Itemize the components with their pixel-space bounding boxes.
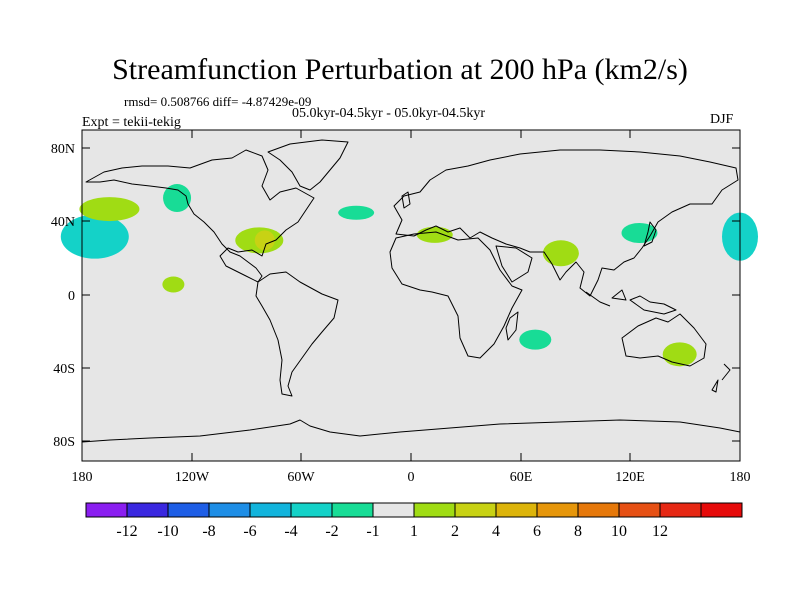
colorbar-swatch bbox=[413, 502, 456, 518]
colorbar-swatch bbox=[331, 502, 374, 518]
stats-label: rmsd= 0.508766 diff= -4.87429e-09 bbox=[124, 94, 312, 109]
coast-japan bbox=[643, 221, 657, 247]
colorbar-swatch bbox=[85, 502, 128, 518]
colorbar-label: -1 bbox=[366, 523, 379, 540]
coast-arabia bbox=[495, 245, 533, 283]
anomaly-blob bbox=[519, 329, 552, 350]
plot-title: Streamfunction Perturbation at 200 hPa (… bbox=[112, 53, 688, 86]
colorbar-label: 10 bbox=[611, 523, 627, 540]
coast-eurasia bbox=[393, 149, 739, 297]
coastlines bbox=[81, 139, 741, 443]
anomaly-blob bbox=[662, 342, 697, 367]
colorbar-label: -2 bbox=[325, 523, 338, 540]
coast-north-america bbox=[85, 149, 315, 283]
coast-antarctica bbox=[81, 419, 741, 443]
colorbar-swatch bbox=[126, 502, 169, 518]
colorbar-label: -6 bbox=[243, 523, 256, 540]
lon-label: 120W bbox=[175, 470, 210, 485]
colorbar-label: 1 bbox=[410, 523, 418, 540]
lon-label: 60E bbox=[510, 470, 533, 485]
anomaly-blob bbox=[162, 276, 185, 293]
colorbar-label: 2 bbox=[451, 523, 459, 540]
lon-label: 60W bbox=[287, 470, 315, 485]
colorbar-swatch bbox=[700, 502, 743, 518]
lat-label: 40S bbox=[53, 362, 75, 377]
lon-label: 180 bbox=[72, 470, 93, 485]
axis-ticks bbox=[81, 130, 741, 461]
coast-new-zealand bbox=[711, 363, 731, 393]
colorbar-swatch bbox=[167, 502, 210, 518]
colorbar-labels: -12 -10 -8 -6 -4 -2 -1 1 2 4 6 8 10 12 bbox=[116, 523, 668, 540]
colorbar-swatch bbox=[577, 502, 620, 518]
lat-label: 0 bbox=[68, 289, 75, 304]
experiment-label: Expt = tekii-tekig bbox=[82, 115, 181, 130]
coast-british-isles bbox=[401, 191, 411, 209]
colorbar-label: 12 bbox=[652, 523, 668, 540]
lat-label: 80S bbox=[53, 435, 75, 450]
latitude-labels: 80N 40N 0 40S 80S bbox=[51, 142, 75, 450]
colorbar-label: -8 bbox=[202, 523, 215, 540]
coast-madagascar bbox=[505, 311, 519, 341]
colorbar bbox=[85, 502, 743, 518]
colorbar-label: -12 bbox=[116, 523, 137, 540]
lon-label: 0 bbox=[408, 470, 415, 485]
colorbar-swatch bbox=[454, 502, 497, 518]
anomaly-blob bbox=[542, 240, 579, 267]
anomaly-blob bbox=[79, 197, 140, 222]
lat-label: 80N bbox=[51, 142, 75, 157]
colorbar-label: -10 bbox=[157, 523, 178, 540]
colorbar-swatch bbox=[290, 502, 333, 518]
colorbar-swatch bbox=[249, 502, 292, 518]
coast-africa bbox=[389, 231, 523, 359]
anomaly-blob bbox=[338, 205, 375, 220]
coast-maritime-continent bbox=[585, 289, 677, 315]
longitude-labels: 180 120W 60W 0 60E 120E 180 bbox=[72, 470, 751, 485]
coast-south-america bbox=[255, 271, 339, 397]
lat-label: 40N bbox=[51, 215, 75, 230]
colorbar-label: 8 bbox=[574, 523, 582, 540]
colorbar-swatch bbox=[536, 502, 579, 518]
anomaly-blob bbox=[254, 230, 275, 251]
lon-label: 120E bbox=[615, 470, 645, 485]
period-label: 05.0kyr-04.5kyr - 05.0kyr-04.5kyr bbox=[292, 106, 486, 121]
colorbar-swatch bbox=[495, 502, 538, 518]
colorbar-swatch bbox=[618, 502, 661, 518]
colorbar-label: 4 bbox=[492, 523, 500, 540]
coast-australia bbox=[621, 313, 707, 367]
colorbar-swatch bbox=[659, 502, 702, 518]
map-background bbox=[82, 130, 740, 461]
lon-label: 180 bbox=[730, 470, 751, 485]
colorbar-label: -4 bbox=[284, 523, 297, 540]
colorbar-swatch bbox=[372, 502, 415, 518]
anomaly-blob bbox=[163, 184, 192, 213]
anomaly-blob bbox=[60, 214, 129, 259]
anomaly-blob bbox=[416, 226, 453, 243]
colorbar-label: 6 bbox=[533, 523, 541, 540]
coast-greenland bbox=[267, 139, 349, 191]
anomaly-layer bbox=[60, 184, 758, 367]
colorbar-swatch bbox=[208, 502, 251, 518]
season-label: DJF bbox=[710, 112, 734, 127]
